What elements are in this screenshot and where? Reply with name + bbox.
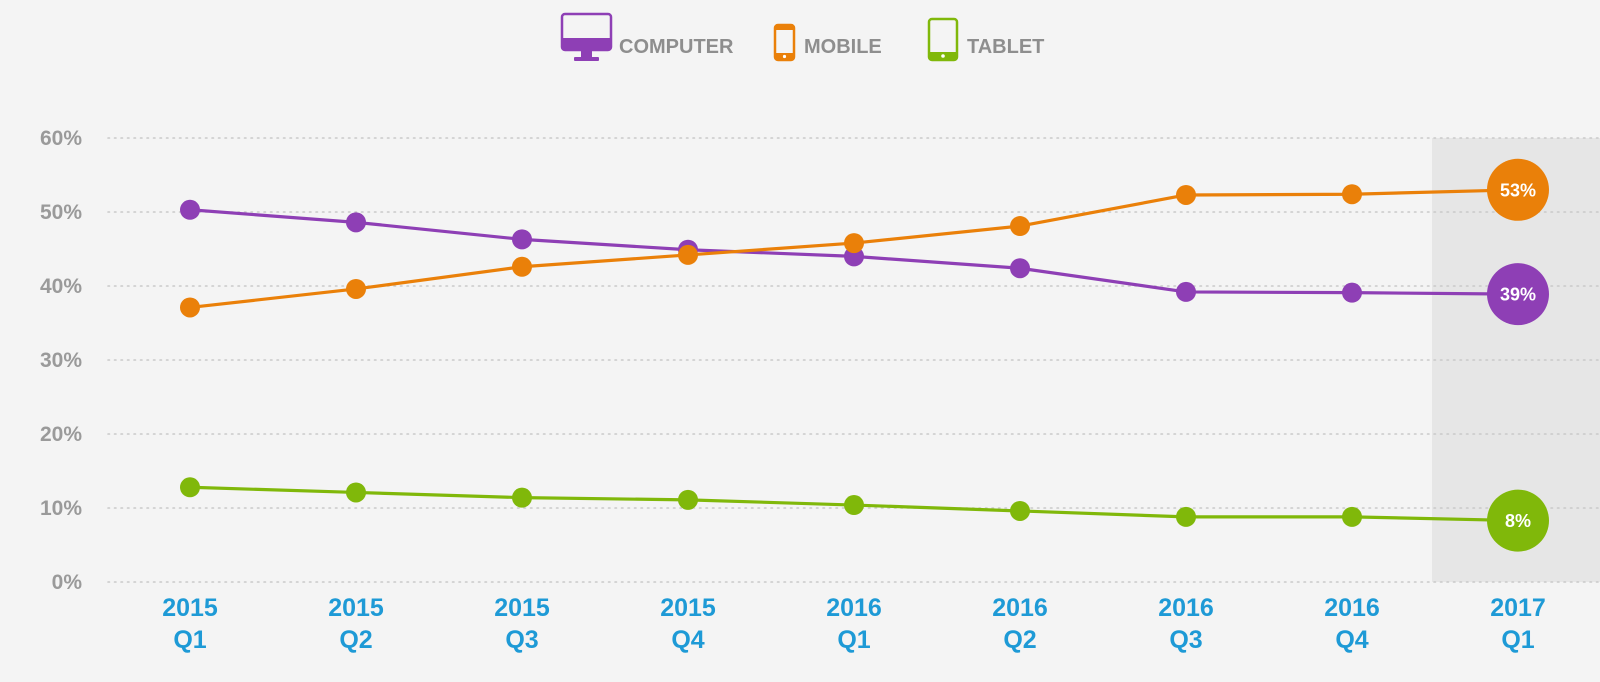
y-tick-label: 60%: [40, 127, 82, 150]
series-tablet: 8%: [180, 477, 1549, 552]
legend: COMPUTER MOBILE TABLET: [560, 12, 1044, 62]
data-point-mobile: [678, 244, 698, 265]
y-tick-label: 50%: [40, 201, 82, 224]
legend-item-tablet: TABLET: [927, 17, 1044, 62]
legend-label-tablet: TABLET: [967, 36, 1044, 58]
data-point-tablet: [844, 495, 864, 516]
gridlines: [107, 137, 1600, 583]
legend-item-computer: COMPUTER: [560, 12, 734, 61]
legend-label-computer: COMPUTER: [619, 36, 734, 58]
end-label-computer: 39%: [1500, 285, 1536, 305]
end-label-mobile: 53%: [1500, 180, 1536, 200]
series-computer: 39%: [180, 199, 1549, 326]
data-point-mobile: [346, 278, 366, 299]
x-tick-label: 2016 Q1: [826, 594, 882, 654]
data-point-tablet: [678, 489, 698, 510]
x-tick-label: 2015 Q4: [660, 594, 716, 654]
data-point-tablet: [1176, 506, 1196, 527]
end-point-tablet: [1487, 489, 1549, 552]
legend-label-mobile: MOBILE: [804, 36, 882, 58]
end-point-computer: [1487, 263, 1549, 326]
data-point-computer: [1342, 282, 1362, 303]
data-point-tablet: [1342, 506, 1362, 527]
monitor-icon: [560, 12, 613, 61]
data-point-computer: [180, 199, 200, 220]
y-tick-label: 10%: [40, 497, 82, 520]
x-tick-label: 2015 Q3: [494, 594, 550, 654]
series-mobile: 53%: [180, 158, 1549, 318]
data-point-tablet: [512, 487, 532, 508]
data-point-computer: [1176, 281, 1196, 302]
x-tick-label: 2015 Q2: [328, 594, 384, 654]
data-point-tablet: [346, 482, 366, 503]
x-tick-label: 2016 Q4: [1324, 594, 1380, 654]
end-point-mobile: [1487, 158, 1549, 221]
y-tick-label: 30%: [40, 349, 82, 372]
data-point-mobile: [1176, 184, 1196, 205]
x-tick-label: 2015 Q1: [162, 594, 218, 654]
data-point-mobile: [1010, 216, 1030, 237]
y-tick-label: 20%: [40, 423, 82, 446]
series-layer: 39% 53% 8%: [180, 158, 1549, 552]
x-tick-label: 2016 Q3: [1158, 594, 1214, 654]
x-tick-label: 2016 Q2: [992, 594, 1048, 654]
data-point-computer: [1010, 258, 1030, 279]
smartphone-icon: [773, 23, 796, 62]
y-tick-label: 0%: [52, 571, 83, 594]
tablet-icon: [927, 17, 959, 62]
data-point-computer: [512, 229, 532, 250]
data-point-computer: [346, 212, 366, 233]
end-label-tablet: 8%: [1505, 511, 1531, 531]
y-axis: 0% 10% 20% 30% 40% 50% 60%: [40, 127, 82, 594]
y-tick-label: 40%: [40, 275, 82, 298]
data-point-mobile: [1342, 184, 1362, 205]
data-point-tablet: [180, 477, 200, 498]
data-point-mobile: [180, 297, 200, 318]
data-point-tablet: [1010, 500, 1030, 521]
legend-item-mobile: MOBILE: [773, 23, 882, 62]
x-tick-label: 2017 Q1: [1490, 594, 1546, 654]
x-axis: 2015 Q1 2015 Q2 2015 Q3 2015 Q4 2016 Q1 2016 Q2 2016…: [162, 594, 1546, 654]
data-point-mobile: [512, 256, 532, 277]
data-point-mobile: [844, 233, 864, 254]
